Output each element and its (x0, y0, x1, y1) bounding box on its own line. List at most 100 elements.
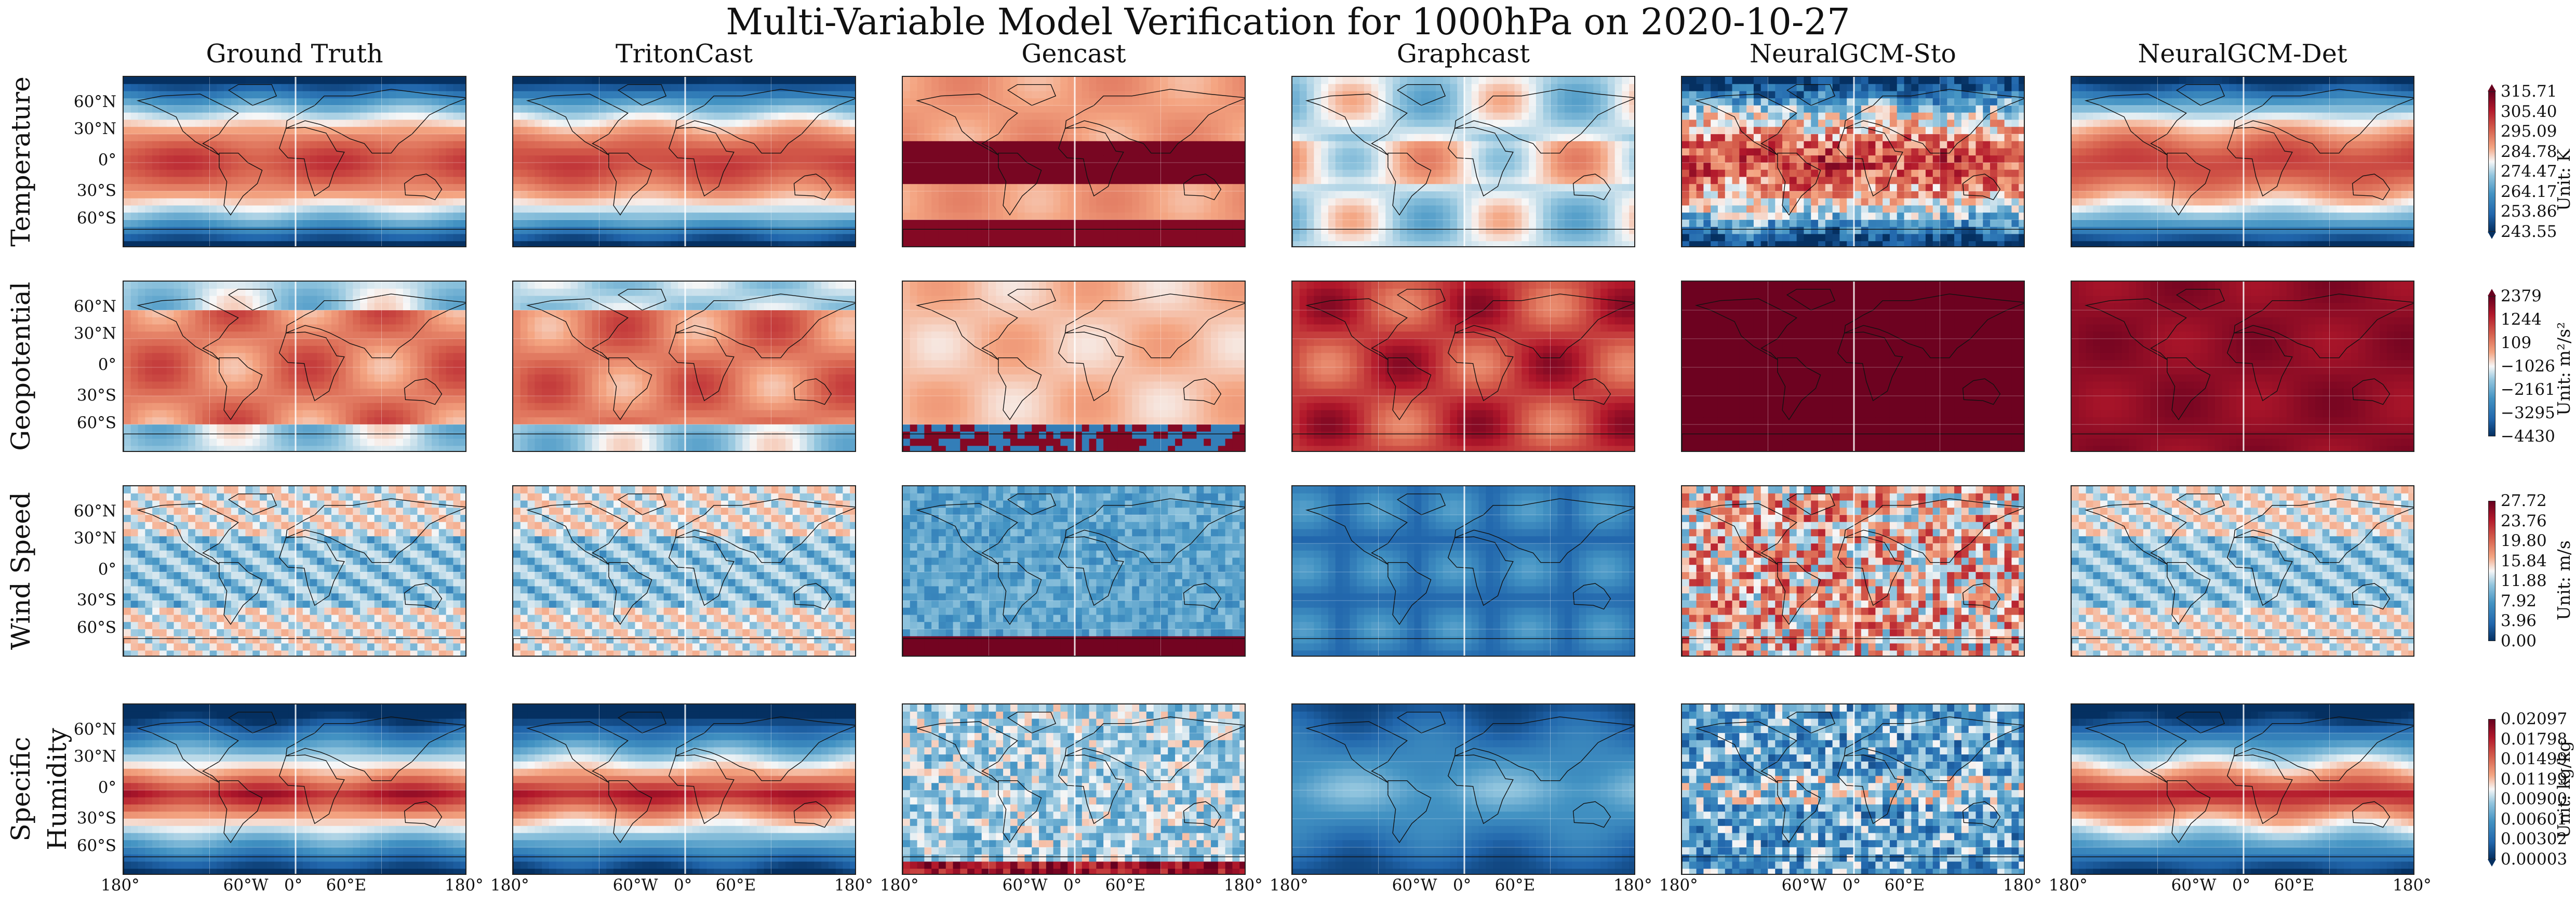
field-cell (1614, 77, 1623, 85)
field-cell (1060, 177, 1068, 184)
field-cell (1218, 163, 1226, 170)
field-cell (124, 119, 131, 127)
field-cell (685, 220, 693, 228)
field-cell (513, 220, 521, 228)
field-cell (792, 227, 800, 235)
field-cell (1471, 191, 1479, 199)
field-cell (785, 105, 793, 113)
field-cell (1717, 84, 1726, 92)
field-cell (1032, 98, 1039, 106)
field-cell (706, 177, 714, 184)
field-cell (1421, 234, 1429, 242)
field-cell (807, 98, 815, 106)
field-cell (1385, 98, 1393, 106)
field-cell (1782, 105, 1790, 113)
field-cell (814, 77, 822, 85)
field-cell (1342, 134, 1350, 142)
field-cell (152, 84, 160, 92)
field-cell (656, 98, 664, 106)
field-cell (1146, 127, 1154, 135)
field-cell (1232, 84, 1240, 92)
field-cell (1010, 119, 1018, 127)
field-cell (656, 77, 664, 85)
field-cell (1500, 191, 1508, 199)
field-cell (1586, 212, 1594, 220)
field-cell (931, 148, 939, 156)
field-cell (1032, 77, 1039, 85)
field-cell (1703, 84, 1711, 92)
field-cell (195, 105, 203, 113)
field-cell (1514, 191, 1522, 199)
field-cell (1550, 205, 1558, 213)
field-cell (1232, 234, 1240, 242)
field-cell (1110, 220, 1118, 228)
field-cell (1521, 169, 1529, 178)
field-cell (424, 184, 432, 192)
field-cell (1321, 163, 1329, 170)
field-cell (317, 184, 325, 192)
field-cell (1932, 105, 1941, 113)
field-cell (1096, 98, 1104, 106)
field-cell (389, 155, 396, 163)
field-cell (714, 169, 722, 178)
field-cell (1378, 177, 1386, 184)
field-cell (274, 169, 282, 178)
field-cell (938, 91, 946, 99)
field-cell (1947, 77, 1955, 85)
field-cell (396, 127, 404, 135)
field-cell (1189, 220, 1197, 228)
field-cell (917, 212, 925, 220)
field-cell (799, 184, 808, 192)
field-cell (1024, 198, 1032, 206)
field-cell (1175, 241, 1183, 246)
field-cell (850, 148, 855, 156)
field-cell (938, 112, 946, 121)
field-cell (1407, 220, 1415, 228)
field-cell (396, 169, 404, 178)
field-cell (1429, 112, 1436, 121)
field-cell (1536, 234, 1544, 242)
field-cell (317, 148, 325, 156)
field-cell (1153, 84, 1162, 92)
field-cell (1414, 191, 1422, 199)
field-cell (1593, 84, 1601, 92)
field-cell (1875, 105, 1883, 113)
field-cell (1579, 134, 1587, 142)
field-cell (678, 127, 686, 135)
field-cell (1529, 98, 1537, 106)
field-cell (310, 169, 317, 178)
field-cell (1450, 163, 1458, 170)
field-cell (345, 163, 353, 170)
field-cell (714, 98, 722, 106)
field-cell (1593, 205, 1601, 213)
field-cell (1600, 155, 1608, 163)
field-cell (903, 212, 911, 220)
field-cell (1204, 205, 1211, 213)
field-cell (432, 220, 439, 228)
field-cell (974, 155, 982, 163)
field-cell (692, 84, 700, 92)
field-cell (1357, 119, 1365, 127)
field-cell (807, 112, 815, 121)
field-cell (656, 227, 664, 235)
field-cell (453, 227, 461, 235)
field-cell (1593, 134, 1601, 142)
field-cell (188, 77, 196, 85)
field-cell (1739, 77, 1747, 85)
field-cell (756, 205, 765, 213)
field-cell (424, 227, 432, 235)
field-cell (1450, 105, 1458, 113)
field-cell (903, 198, 911, 206)
field-cell (635, 127, 643, 135)
field-cell (1429, 141, 1436, 149)
field-cell (245, 234, 253, 242)
field-cell (814, 84, 822, 92)
field-cell (1371, 91, 1379, 99)
field-cell (1571, 169, 1580, 178)
field-cell (1232, 155, 1240, 163)
field-cell (1335, 155, 1343, 163)
field-cell (1335, 163, 1343, 170)
field-cell (735, 105, 743, 113)
field-cell (807, 141, 815, 149)
field-cell (835, 191, 844, 199)
